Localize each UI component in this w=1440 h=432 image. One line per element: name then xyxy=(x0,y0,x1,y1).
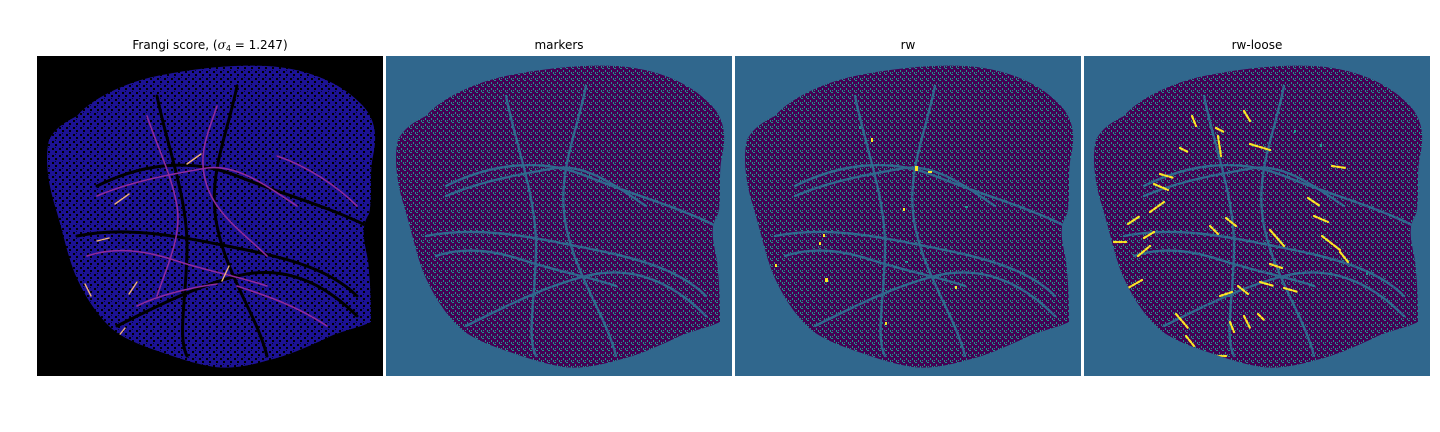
panel-rw-loose: rw-loose xyxy=(1084,37,1430,376)
frangi-image xyxy=(37,56,383,376)
title-suffix: ) xyxy=(282,38,288,52)
panel-rw: rw xyxy=(735,37,1081,376)
rw-loose-image xyxy=(1084,56,1430,376)
rw-image xyxy=(735,56,1081,376)
panel-frangi-title: Frangi score, (σ4 = 1.247) xyxy=(37,37,383,56)
panel-rw-title: rw xyxy=(900,38,916,52)
panel-markers-title: markers xyxy=(534,38,584,52)
title-sigma: σ xyxy=(217,38,226,52)
title-equation: = 1.247 xyxy=(230,38,283,52)
panel-rw-loose-title: rw-loose xyxy=(1231,38,1283,52)
panel-frangi: Frangi score, (σ4 = 1.247) xyxy=(37,37,383,376)
panel-markers: markers xyxy=(386,37,732,376)
title-prefix: Frangi score, ( xyxy=(132,38,218,52)
title-subscript: 4 xyxy=(225,44,231,53)
markers-image xyxy=(386,56,732,376)
